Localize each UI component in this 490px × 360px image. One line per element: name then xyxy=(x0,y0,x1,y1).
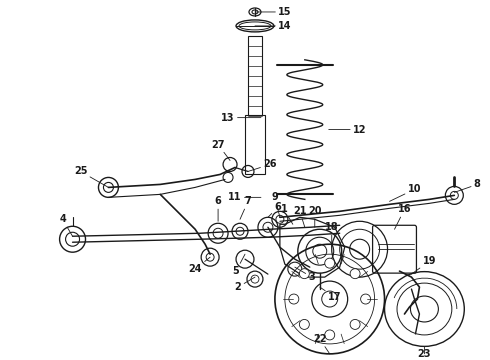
Circle shape xyxy=(299,319,309,329)
Text: 18: 18 xyxy=(325,222,339,247)
Text: 17: 17 xyxy=(320,287,342,302)
Circle shape xyxy=(325,258,335,268)
Circle shape xyxy=(361,294,370,304)
Text: 9: 9 xyxy=(271,192,280,217)
Text: 23: 23 xyxy=(417,347,431,359)
Ellipse shape xyxy=(252,10,258,14)
Text: 13: 13 xyxy=(221,113,261,123)
Text: 8: 8 xyxy=(454,179,481,192)
Text: 4: 4 xyxy=(59,214,73,236)
Text: 1: 1 xyxy=(280,204,293,224)
Text: 12: 12 xyxy=(329,125,367,135)
Text: 27: 27 xyxy=(211,140,230,161)
Text: 21: 21 xyxy=(293,206,307,227)
Circle shape xyxy=(299,269,309,279)
Text: 24: 24 xyxy=(189,257,210,274)
Text: 6: 6 xyxy=(268,202,281,217)
Text: 20: 20 xyxy=(308,206,321,227)
Circle shape xyxy=(350,269,360,279)
Bar xyxy=(245,114,265,175)
Circle shape xyxy=(350,319,360,329)
Text: 5: 5 xyxy=(233,254,245,276)
Text: 3: 3 xyxy=(295,267,315,282)
Text: 11: 11 xyxy=(228,192,261,202)
Circle shape xyxy=(289,294,299,304)
Text: 6: 6 xyxy=(215,196,221,221)
Text: 22: 22 xyxy=(313,334,330,354)
Text: 14: 14 xyxy=(255,21,292,31)
Text: 7: 7 xyxy=(240,196,251,219)
Circle shape xyxy=(325,330,335,340)
Text: 15: 15 xyxy=(255,7,292,17)
Text: 2: 2 xyxy=(235,277,255,292)
Text: 19: 19 xyxy=(412,256,436,274)
Text: 10: 10 xyxy=(390,184,421,201)
Text: 26: 26 xyxy=(248,159,277,171)
Text: 16: 16 xyxy=(394,204,411,229)
Text: 25: 25 xyxy=(74,166,108,188)
Bar xyxy=(248,36,262,149)
